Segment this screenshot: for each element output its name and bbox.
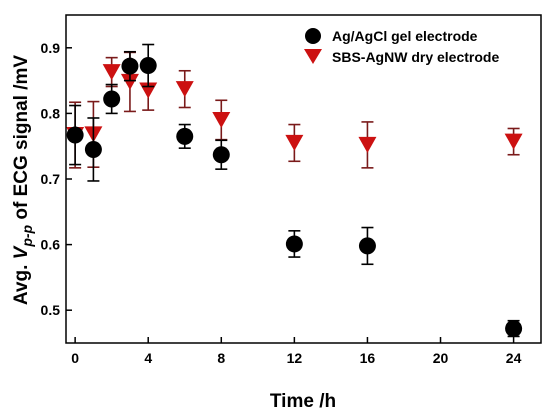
y-axis-title-symbol: V <box>11 245 32 259</box>
data-point-sbs <box>120 73 139 90</box>
x-axis-title: Time /h <box>270 391 336 412</box>
x-tick-label: 24 <box>506 350 522 366</box>
x-tick-label: 20 <box>433 350 449 366</box>
data-point-sbs <box>504 133 523 150</box>
x-tick-label: 4 <box>144 350 152 366</box>
y-tick-label: 0.8 <box>41 105 61 121</box>
y-axis-title-subscript: p-p <box>19 224 35 247</box>
data-point-agagcl <box>505 320 523 338</box>
data-point-agagcl <box>84 140 102 158</box>
data-point-agagcl <box>176 127 194 145</box>
y-axis-title-prefix: Avg. <box>11 259 32 305</box>
data-point-agagcl <box>66 126 84 144</box>
x-tick-label: 16 <box>360 350 376 366</box>
y-tick-label: 0.5 <box>41 302 61 318</box>
data-point-agagcl <box>285 235 303 253</box>
x-tick-label: 8 <box>217 350 225 366</box>
data-point-sbs <box>175 81 194 98</box>
y-axis-title: Avg. Vp-p of ECG signal /mV <box>11 55 35 306</box>
data-point-sbs <box>102 64 121 81</box>
ticks-layer: 0 4 8 12 16 20 24 0.5 0.6 0.7 0.8 0.9 <box>41 40 522 366</box>
data-point-agagcl <box>121 57 139 75</box>
x-tick-label: 12 <box>287 350 303 366</box>
legend-label-agagcl: Ag/AgCl gel electrode <box>332 28 478 44</box>
data-point-agagcl <box>212 146 230 164</box>
data-point-agagcl <box>139 57 157 75</box>
plot-layer <box>66 43 523 338</box>
y-axis-title-suffix: of ECG signal /mV <box>11 55 32 225</box>
data-point-agagcl <box>358 237 376 255</box>
data-point-sbs <box>212 111 231 128</box>
data-point-sbs <box>358 136 377 153</box>
legend-marker-sbs <box>304 49 322 64</box>
y-tick-label: 0.9 <box>41 40 61 56</box>
data-point-sbs <box>285 134 304 151</box>
x-tick-label: 0 <box>71 350 79 366</box>
data-point-agagcl <box>103 90 121 108</box>
legend-label-sbs: SBS-AgNW dry electrode <box>332 49 499 65</box>
y-tick-label: 0.7 <box>41 171 61 187</box>
y-tick-label: 0.6 <box>41 237 61 253</box>
series-agagcl <box>66 43 523 338</box>
legend: Ag/AgCl gel electrode SBS-AgNW dry elect… <box>304 28 499 65</box>
legend-marker-agagcl <box>305 28 321 44</box>
